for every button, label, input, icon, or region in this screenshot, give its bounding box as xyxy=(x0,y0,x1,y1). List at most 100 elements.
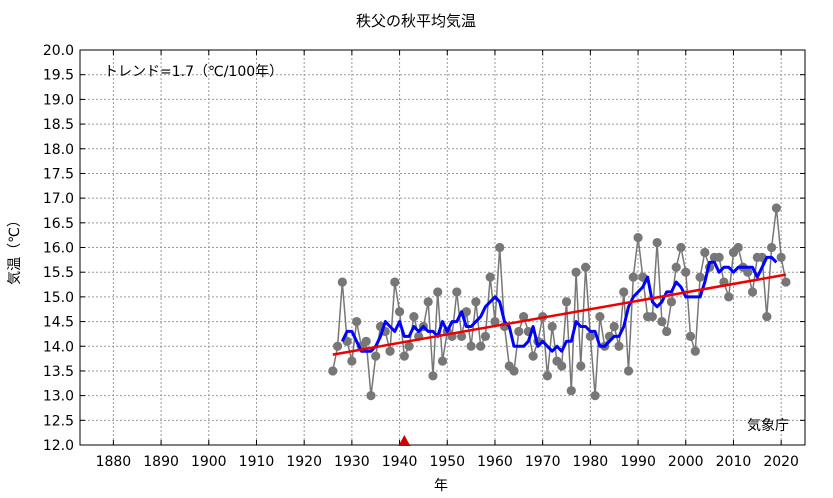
annual-point xyxy=(452,287,462,297)
series-layer xyxy=(328,203,791,446)
annual-point xyxy=(771,203,781,213)
annual-point xyxy=(371,351,381,361)
y-tick-label: 14.0 xyxy=(43,339,74,355)
annual-point xyxy=(628,272,638,282)
y-tick-labels: 12.0 12.5 13.0 13.5 14.0 14.5 15.0 15.5 16.0 16.5… xyxy=(43,43,74,454)
annual-point xyxy=(609,321,619,332)
y-tick-label: 13.5 xyxy=(43,364,74,380)
annual-point xyxy=(657,316,667,327)
annual-point xyxy=(776,252,786,262)
annual-point xyxy=(495,242,505,253)
annual-point xyxy=(390,277,400,287)
annual-point xyxy=(557,361,567,371)
annual-point xyxy=(671,262,681,272)
annual-point xyxy=(485,272,495,282)
annual-point xyxy=(480,331,491,341)
chart-title: 秩父の秋平均気温 xyxy=(356,12,476,30)
moving-average-line xyxy=(340,255,778,353)
annual-point xyxy=(428,371,438,381)
annual-point xyxy=(681,267,691,277)
annual-point xyxy=(361,336,371,346)
annual-point xyxy=(724,292,734,302)
y-tick-label: 15.5 xyxy=(43,265,74,281)
annual-point xyxy=(747,287,758,297)
annual-point xyxy=(332,341,343,351)
y-tick-label: 14.5 xyxy=(43,315,74,331)
annual-point xyxy=(366,391,376,401)
x-tick-label: 1940 xyxy=(382,454,418,470)
y-tick-label: 20.0 xyxy=(43,43,74,59)
annual-point xyxy=(566,386,576,396)
trend-label: トレンド=1.7（℃/100年） xyxy=(104,64,283,80)
y-tick-label: 16.5 xyxy=(43,216,74,232)
annual-point xyxy=(590,391,600,401)
annual-point xyxy=(662,326,672,337)
annual-point xyxy=(337,277,347,287)
grid xyxy=(80,49,805,446)
y-tick-label: 18.0 xyxy=(43,142,74,158)
y-tick-label: 16.0 xyxy=(43,241,74,257)
annual-point xyxy=(437,356,448,366)
x-tick-label: 1950 xyxy=(429,454,465,470)
annual-point xyxy=(518,312,529,322)
annual-point xyxy=(690,346,700,356)
annual-point xyxy=(399,351,409,361)
annual-point xyxy=(528,351,538,361)
annual-point xyxy=(647,312,657,322)
annual-point xyxy=(614,341,624,351)
annual-point xyxy=(347,356,357,366)
annual-point xyxy=(433,287,443,297)
x-tick-label: 1910 xyxy=(239,454,275,470)
annual-point xyxy=(695,272,705,282)
annual-point xyxy=(461,307,471,317)
y-tick-label: 18.5 xyxy=(43,117,74,133)
annual-point xyxy=(762,312,772,322)
annual-point xyxy=(471,297,481,307)
y-tick-label: 17.5 xyxy=(43,166,74,182)
annual-point xyxy=(542,371,553,381)
plot-frame xyxy=(79,49,806,446)
annual-point xyxy=(352,316,362,327)
annual-point xyxy=(385,346,395,356)
x-tick-label: 1880 xyxy=(96,454,132,470)
y-tick-label: 12.5 xyxy=(43,413,74,429)
annual-point xyxy=(571,267,581,277)
annual-point xyxy=(585,331,595,341)
annual-point xyxy=(700,247,710,258)
x-tick-label: 1900 xyxy=(191,454,227,470)
y-tick-label: 19.5 xyxy=(43,68,74,84)
annual-point xyxy=(676,242,686,253)
y-tick-label: 19.0 xyxy=(43,92,74,108)
x-tick-label: 1930 xyxy=(334,454,370,470)
annual-point xyxy=(561,297,572,307)
x-axis-label: 年 xyxy=(434,478,448,494)
annual-point xyxy=(514,326,524,337)
y-tick-label: 15.0 xyxy=(43,290,74,306)
annual-point xyxy=(409,312,419,322)
x-tick-label: 1960 xyxy=(477,454,513,470)
y-tick-label: 17.0 xyxy=(43,191,74,207)
annual-point xyxy=(466,341,476,351)
annual-point xyxy=(733,242,743,253)
annual-point xyxy=(781,277,791,287)
annual-point xyxy=(623,366,634,376)
annual-point xyxy=(509,366,519,376)
y-tick-label: 12.0 xyxy=(43,438,74,454)
source-label: 気象庁 xyxy=(747,418,789,434)
annual-point xyxy=(652,237,662,248)
annual-point xyxy=(423,297,433,307)
annual-point xyxy=(685,331,696,341)
x-tick-label: 1990 xyxy=(620,454,656,470)
annual-point xyxy=(580,262,591,272)
x-tick-label: 2020 xyxy=(763,454,799,470)
x-tick-label: 2000 xyxy=(668,454,704,470)
annual-point xyxy=(619,287,629,297)
annual-point xyxy=(456,331,467,341)
annual-point xyxy=(767,242,777,253)
trend-line xyxy=(332,273,787,356)
y-axis-label: 気温（℃） xyxy=(7,213,23,285)
annual-point xyxy=(328,366,338,376)
x-tick-label: 1890 xyxy=(143,454,179,470)
x-tick-label: 1920 xyxy=(286,454,322,470)
